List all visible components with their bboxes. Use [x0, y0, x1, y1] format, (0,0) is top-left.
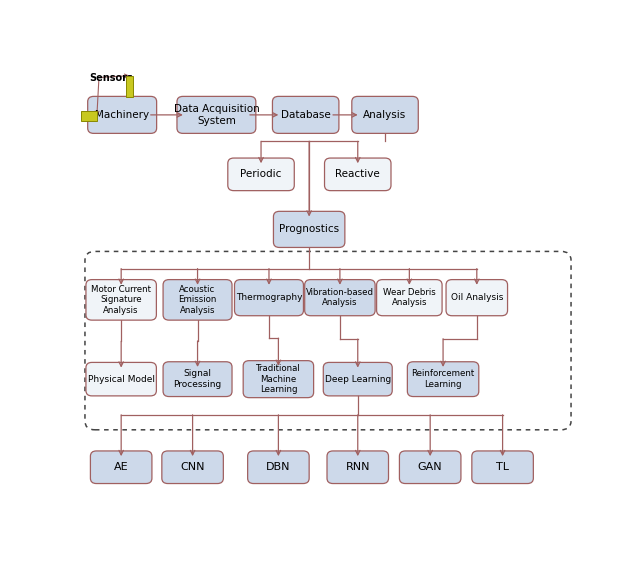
- FancyBboxPatch shape: [81, 112, 97, 121]
- Text: Periodic: Periodic: [241, 169, 282, 180]
- FancyBboxPatch shape: [86, 363, 156, 396]
- Text: Signal
Processing: Signal Processing: [173, 370, 221, 389]
- FancyBboxPatch shape: [376, 280, 442, 316]
- Text: GAN: GAN: [418, 462, 442, 472]
- FancyBboxPatch shape: [126, 76, 133, 97]
- Text: Machinery: Machinery: [95, 110, 149, 120]
- Text: Oil Analysis: Oil Analysis: [451, 293, 503, 302]
- FancyBboxPatch shape: [323, 363, 392, 396]
- FancyBboxPatch shape: [162, 451, 223, 483]
- Text: Prognostics: Prognostics: [279, 224, 339, 235]
- Text: AE: AE: [114, 462, 129, 472]
- Text: Traditional
Machine
Learning: Traditional Machine Learning: [256, 364, 301, 394]
- Text: Wear Debris
Analysis: Wear Debris Analysis: [383, 288, 436, 307]
- Text: CNN: CNN: [180, 462, 205, 472]
- FancyBboxPatch shape: [446, 280, 508, 316]
- Text: Deep Learning: Deep Learning: [324, 375, 391, 384]
- Text: Motor Current
Signature
Analysis: Motor Current Signature Analysis: [91, 285, 151, 315]
- Text: Sensors: Sensors: [89, 73, 132, 83]
- FancyBboxPatch shape: [177, 97, 256, 133]
- FancyBboxPatch shape: [228, 158, 294, 190]
- Text: Vibration-based
Analysis: Vibration-based Analysis: [306, 288, 374, 307]
- FancyBboxPatch shape: [86, 280, 156, 320]
- FancyBboxPatch shape: [90, 451, 152, 483]
- Text: Reactive: Reactive: [335, 169, 380, 180]
- FancyBboxPatch shape: [234, 280, 303, 316]
- Text: Database: Database: [281, 110, 330, 120]
- FancyBboxPatch shape: [273, 211, 345, 248]
- Text: Physical Model: Physical Model: [88, 375, 155, 384]
- Text: Reinforcement
Learning: Reinforcement Learning: [412, 370, 475, 389]
- FancyBboxPatch shape: [163, 362, 232, 396]
- FancyBboxPatch shape: [243, 361, 314, 398]
- FancyBboxPatch shape: [273, 97, 339, 133]
- Text: RNN: RNN: [346, 462, 370, 472]
- FancyBboxPatch shape: [163, 280, 232, 320]
- FancyBboxPatch shape: [248, 451, 309, 483]
- Text: Thermography: Thermography: [236, 293, 302, 302]
- FancyBboxPatch shape: [327, 451, 388, 483]
- Text: TL: TL: [496, 462, 509, 472]
- Text: Data Acquisition
System: Data Acquisition System: [173, 104, 259, 126]
- FancyBboxPatch shape: [352, 97, 419, 133]
- FancyBboxPatch shape: [399, 451, 461, 483]
- FancyBboxPatch shape: [324, 158, 391, 190]
- Text: DBN: DBN: [266, 462, 291, 472]
- FancyBboxPatch shape: [472, 451, 533, 483]
- FancyBboxPatch shape: [407, 362, 479, 396]
- FancyBboxPatch shape: [305, 280, 375, 316]
- Text: Analysis: Analysis: [364, 110, 406, 120]
- FancyBboxPatch shape: [88, 97, 157, 133]
- Text: Acoustic
Emission
Analysis: Acoustic Emission Analysis: [179, 285, 217, 315]
